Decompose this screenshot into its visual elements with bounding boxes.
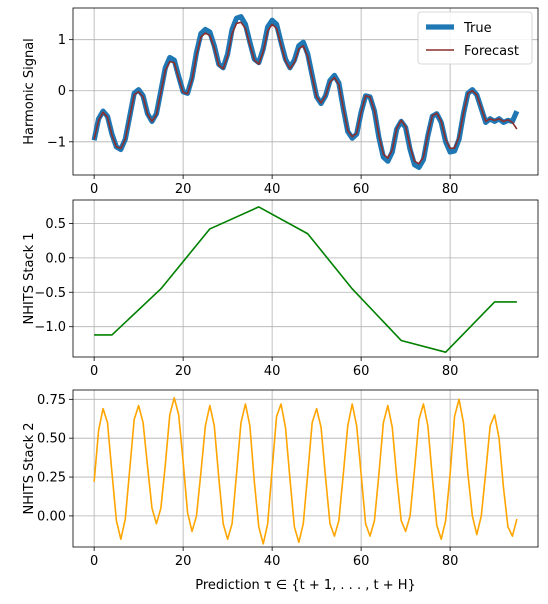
- x-tick-label: 0: [90, 554, 98, 569]
- x-tick-label: 60: [353, 364, 370, 379]
- y-tick-label: 0.50: [37, 432, 66, 447]
- x-tick-label: 80: [442, 182, 459, 197]
- y-tick-label: −0.5: [34, 286, 66, 301]
- x-tick-label: 0: [90, 182, 98, 197]
- axes-frame: [72, 7, 539, 176]
- axes-frame: [72, 199, 539, 358]
- series-line-forecast: [93, 21, 518, 165]
- y-axis-label: Harmonic Signal: [22, 38, 37, 145]
- legend-label-true: True: [463, 21, 492, 36]
- y-tick-label: 0: [58, 84, 66, 99]
- chart-panel-2: 0 20 40 60 80 −1.0 −0.5 0.0 0.5 NHITS Stack 1: [22, 199, 539, 379]
- x-axis-label: Prediction τ ∈ {t + 1, . . . , t + H}: [195, 578, 416, 593]
- axes-frame: [72, 389, 539, 548]
- legend-label-forecast: Forecast: [464, 44, 519, 59]
- y-tick-label: 0.25: [37, 471, 66, 486]
- y-tick-label: −1: [47, 135, 66, 150]
- y-tick-label: −1.0: [34, 320, 66, 335]
- y-tick-label: 0.00: [37, 509, 66, 524]
- x-tick-label: 80: [442, 364, 459, 379]
- series-line-series-1: [94, 206, 517, 353]
- x-tick-label: 40: [264, 554, 281, 569]
- legend: True Forecast: [417, 11, 533, 65]
- series-line-series-1: [93, 396, 518, 545]
- x-tick-label: 60: [353, 554, 370, 569]
- y-axis-label: NHITS Stack 1: [22, 232, 37, 324]
- chart-panel-1: 0 20 40 60 80 −1 0 1 Harmonic Signal True Forecast: [22, 7, 539, 197]
- x-tick-label: 0: [90, 364, 98, 379]
- x-tick-label: 60: [353, 182, 370, 197]
- y-tick-label: 0.5: [45, 217, 66, 232]
- y-axis-label: NHITS Stack 2: [22, 422, 37, 514]
- x-tick-label: 20: [175, 554, 192, 569]
- x-tick-label: 40: [264, 182, 281, 197]
- y-tick-label: 0.0: [45, 251, 66, 266]
- y-tick-label: 0.75: [37, 393, 66, 408]
- x-tick-label: 20: [175, 364, 192, 379]
- x-tick-label: 80: [442, 554, 459, 569]
- y-tick-label: 1: [58, 33, 66, 48]
- x-tick-label: 40: [264, 364, 281, 379]
- x-tick-label: 20: [175, 182, 192, 197]
